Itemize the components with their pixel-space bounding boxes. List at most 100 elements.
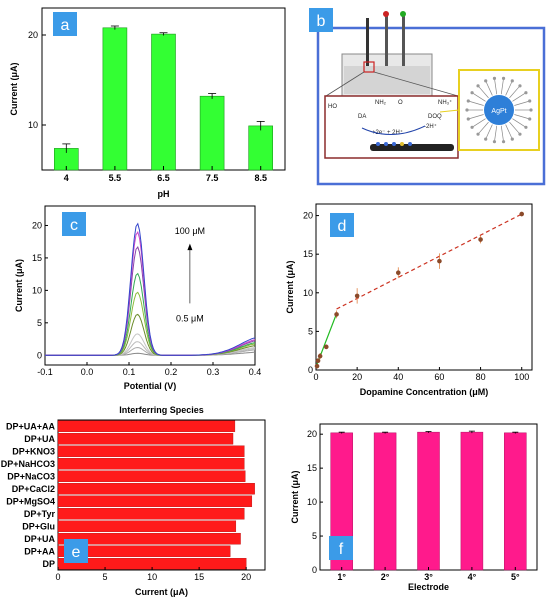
np-1 [376,142,380,146]
y-tick-label: 5 [312,531,317,541]
agpt-label: AgPt [491,108,506,115]
data-point [323,344,329,350]
x-tick-label: 60 [434,372,444,382]
bar [57,445,245,457]
bar [57,495,253,507]
y-tick-label: 15 [303,249,313,259]
svg-text:c: c [70,217,78,234]
label-nh3: NH₃⁺ [438,99,452,106]
x-tick-label: 0.0 [81,367,94,377]
x-tick-label: 0 [313,372,318,382]
data-point [478,237,483,242]
category-label: DP+UA [24,534,55,544]
bar [57,533,241,545]
x-tick-label: 15 [194,572,204,582]
np-3 [392,142,396,146]
y-tick-label: 15 [307,463,317,473]
ligand-head [465,108,469,112]
ligand-head [466,117,470,121]
bar [248,125,273,171]
y-axis-label: Current (μA) [14,259,24,312]
x-tick-label: 5 [103,572,108,582]
ligand-head [501,76,506,80]
category-label: DP+UA [24,434,55,444]
ligand [471,118,486,128]
data-point [317,353,323,359]
panel-e-interference: Interferring Species DP+UA+AA DP+UA DP+KNO3… [1,405,266,597]
category-label: DP [42,559,55,569]
ligand-head [484,79,488,83]
x-tick-label: 80 [476,372,486,382]
ligand [514,114,530,120]
ligand-head [518,132,522,136]
np-2 [384,142,388,146]
y-tick-label: 10 [28,120,38,130]
x-axis-label: pH [158,189,170,199]
ligand-head [476,132,480,136]
svg-text:d: d [338,218,347,235]
panel-d-calibration: 0 5 10 15 20 0 20 40 60 80 100 Dopamine Concentrati… [285,203,533,397]
x-tick-label: 40 [393,372,403,382]
x-tick-label: 100 [514,372,529,382]
badge-e: e [64,539,88,563]
ligand [505,124,513,140]
ligand [468,100,484,106]
label-ho: HO [328,104,337,110]
ligand [477,121,489,135]
electrolyte [344,66,430,94]
x-tick-label: 0.1 [123,367,136,377]
y-tick-label: 20 [303,211,313,221]
ligand-head [524,125,528,129]
bar [102,27,128,171]
ligand [485,80,493,96]
zoom-box [363,61,375,73]
bar [57,545,231,557]
x-tick-label: 5.5 [109,173,122,183]
ligand-head [528,117,532,121]
ligand [512,92,527,102]
data-point [315,358,321,364]
category-label: DP+UA+AA [6,421,56,431]
ligand-head [470,125,474,129]
x-tick-label: 20 [241,572,251,582]
annotation-bottom: 0.5 μM [176,314,204,324]
category-label: DP+KNO3 [12,446,55,456]
y-tick-label: 0 [37,350,42,360]
arrow-head [187,243,193,251]
ligand [500,78,504,95]
y-tick-label: 5 [308,326,313,336]
x-tick-label: 8.5 [254,173,267,183]
x-tick-label: 3° [424,572,433,582]
category-label: DP+NaCO3 [7,471,55,481]
x-tick-label: 0.2 [165,367,178,377]
data-point [354,293,360,299]
ligand [471,92,486,102]
electrode-strip [370,144,454,151]
x-tick-label: -0.1 [37,367,53,377]
panel-a-ph-bar-chart: 10 20 4 5.5 6.5 7.5 8.5 pH Current (μA) [9,7,286,199]
np-4 [400,142,404,146]
category-label: DP+Tyr [24,509,56,519]
zoom-line-left [325,71,365,97]
bar [57,470,246,482]
ligand-head [518,84,522,88]
y-tick-label: 10 [307,497,317,507]
bar [417,431,440,571]
panel-f-reproducibility: 0 5 10 15 20 1° 2° 3° 4° 5° Electrode Current (μA) [290,423,538,592]
ligand [512,118,527,128]
y-axis-label: Current (μA) [9,62,19,115]
badge-c: c [62,212,86,236]
label-nh2: NH₂ [375,100,387,106]
bar [460,431,484,571]
annotation-top: 100 μM [175,226,205,236]
x-tick-label: 4° [468,572,477,582]
badge-a: a [53,12,77,36]
ligand-head [510,137,514,141]
y-tick-label: 20 [28,30,38,40]
data-point [314,363,320,369]
svg-text:a: a [61,17,70,34]
ligand [509,121,521,135]
ligand-head [528,99,532,103]
bar [57,458,245,470]
electrode-cap-green [400,11,406,17]
